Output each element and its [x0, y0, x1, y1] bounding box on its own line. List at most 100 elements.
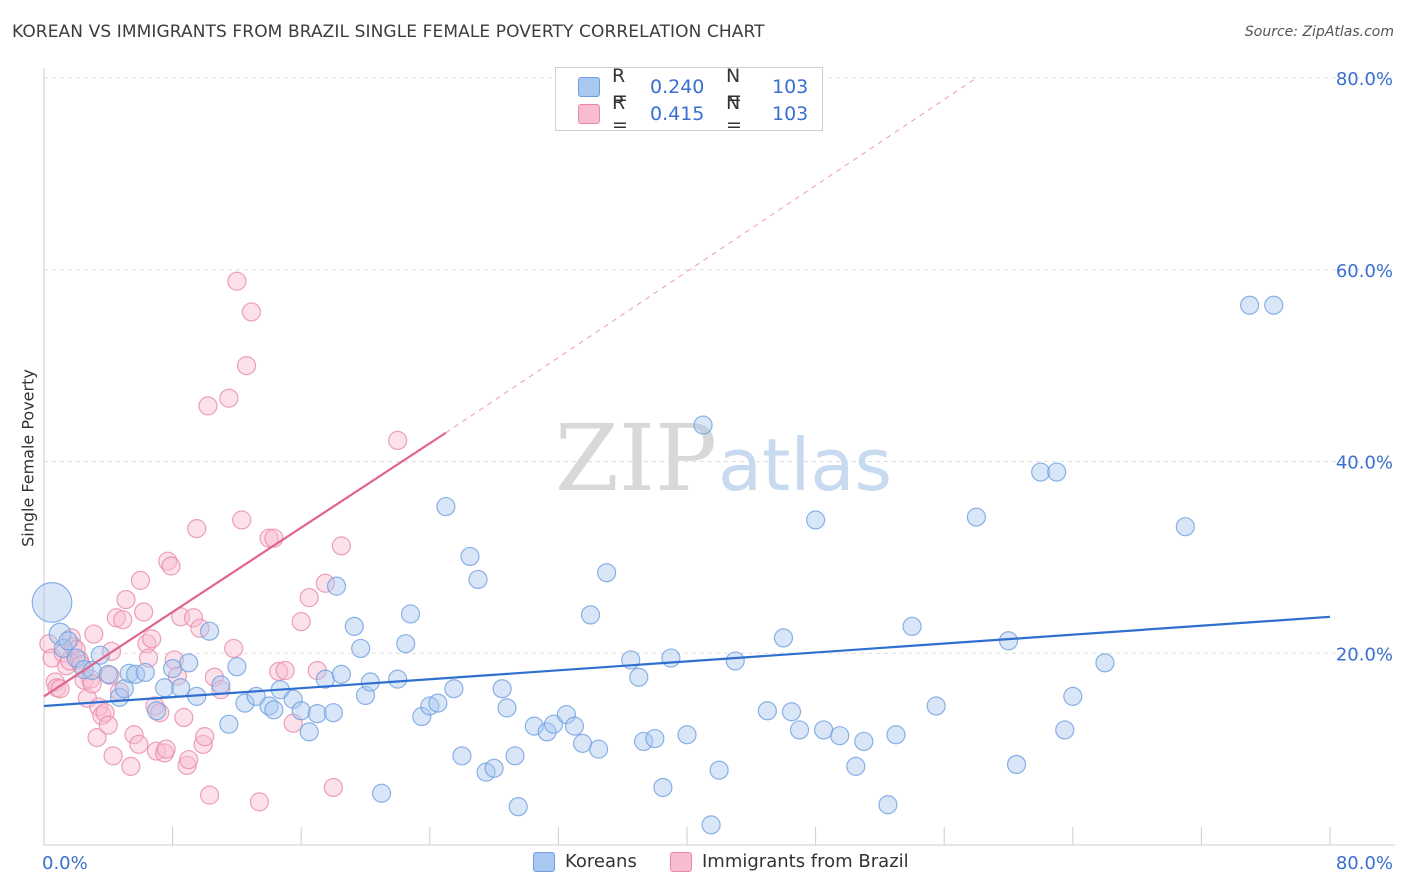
brazil-point	[124, 725, 144, 745]
korean-point	[235, 693, 255, 713]
korean-point	[264, 700, 284, 720]
brazil-point	[100, 665, 120, 685]
korean-point	[323, 703, 343, 723]
korean-point	[693, 415, 713, 435]
korean-point	[1047, 462, 1067, 482]
korean-point	[227, 657, 247, 677]
brazil-point	[199, 785, 220, 805]
korean-point	[351, 638, 371, 659]
korean-point	[283, 689, 303, 709]
korean-point	[846, 756, 866, 776]
korean-point	[998, 631, 1019, 651]
korean-point	[98, 664, 118, 684]
korean-point	[114, 679, 134, 699]
brazil-point	[116, 589, 136, 610]
korean-point	[629, 667, 649, 687]
korean-point	[878, 795, 898, 815]
korean-point	[428, 693, 448, 713]
korean-point	[830, 726, 850, 746]
korean-point	[926, 696, 946, 716]
legend-item-brazil[interactable]: Immigrants from Brazil	[670, 851, 909, 872]
brazil-point	[236, 356, 257, 376]
korean-point	[556, 705, 577, 725]
korean-point	[396, 634, 416, 654]
korean-point	[508, 797, 528, 817]
korean-points	[31, 295, 1284, 835]
korean-point	[497, 698, 517, 718]
korean-point	[388, 669, 408, 689]
brazil-point	[183, 608, 204, 628]
legend-row-brazil: R = 0.415 N = 103	[578, 92, 809, 136]
brazil-point	[315, 573, 335, 593]
brazil-point	[82, 674, 102, 694]
brazil-point	[219, 388, 239, 408]
brazil-point	[129, 734, 149, 754]
brazil-point	[134, 602, 154, 622]
legend-swatch-koreans	[578, 77, 600, 97]
korean-point	[154, 678, 175, 698]
brazil-point	[121, 756, 141, 776]
korean-point	[537, 722, 557, 742]
korean-point	[31, 582, 73, 623]
axes	[43, 68, 1395, 846]
korean-point	[1240, 295, 1260, 315]
y-tick-label: 80.0%	[1336, 69, 1393, 90]
brazil-point	[146, 741, 167, 761]
legend-n-value: 103	[772, 103, 809, 125]
brazil-point	[161, 556, 181, 576]
legend-swatch-brazil	[578, 104, 600, 124]
brazil-point	[198, 396, 218, 416]
y-tick-label: 40.0%	[1336, 453, 1393, 474]
brazil-point	[193, 734, 213, 754]
brazil-point	[113, 610, 133, 630]
korean-point	[701, 815, 721, 835]
korean-point	[661, 648, 681, 668]
korean-point	[543, 714, 564, 734]
y-tick-label: 60.0%	[1336, 261, 1393, 282]
korean-point	[460, 546, 480, 567]
brazil-point	[50, 679, 70, 699]
korean-point	[854, 731, 874, 752]
brazil-point	[331, 536, 351, 556]
korean-point	[725, 651, 745, 671]
korean-point	[219, 714, 239, 734]
source-label: Source: ZipAtlas.com	[1244, 24, 1394, 40]
brazil-point	[299, 588, 319, 608]
korean-point	[468, 569, 488, 590]
korean-point	[199, 621, 220, 641]
brazil-points	[39, 271, 408, 812]
korean-point	[412, 706, 432, 727]
korean-point	[580, 605, 601, 625]
brazil-point	[103, 746, 123, 766]
legend-label-koreans: Koreans	[565, 851, 637, 872]
korean-point	[789, 720, 810, 740]
korean-point	[1175, 517, 1195, 537]
legend-row-koreans: R = 0.240 N = 103	[578, 65, 809, 109]
legend-swatch-koreans	[533, 851, 555, 872]
y-axis-label: Single Female Poverty	[18, 369, 38, 547]
korean-point	[436, 496, 456, 517]
legend-label-brazil: Immigrants from Brazil	[702, 851, 909, 872]
legend-n-value: 103	[772, 76, 809, 98]
korean-point	[371, 783, 392, 803]
brazil-trend-extension	[445, 77, 977, 434]
brazil-point	[323, 777, 343, 798]
korean-point	[126, 664, 146, 684]
watermark-atlas: atlas	[718, 423, 892, 507]
korean-point	[1006, 754, 1027, 775]
korean-point	[452, 746, 472, 766]
brazil-point	[174, 707, 194, 728]
legend-item-koreans[interactable]: Koreans	[533, 851, 637, 872]
brazil-point	[227, 271, 247, 291]
brazil-point	[275, 660, 295, 681]
korean-point	[326, 576, 347, 596]
brazil-point	[388, 430, 408, 451]
korean-point	[400, 604, 421, 624]
korean-point	[677, 725, 697, 745]
legend-n-label: N =	[726, 92, 742, 136]
y-tick-label: 20.0%	[1336, 644, 1393, 665]
brazil-point	[84, 624, 104, 644]
trend-lines	[43, 77, 1331, 708]
brazil-point	[95, 703, 115, 723]
korean-point	[588, 739, 609, 759]
